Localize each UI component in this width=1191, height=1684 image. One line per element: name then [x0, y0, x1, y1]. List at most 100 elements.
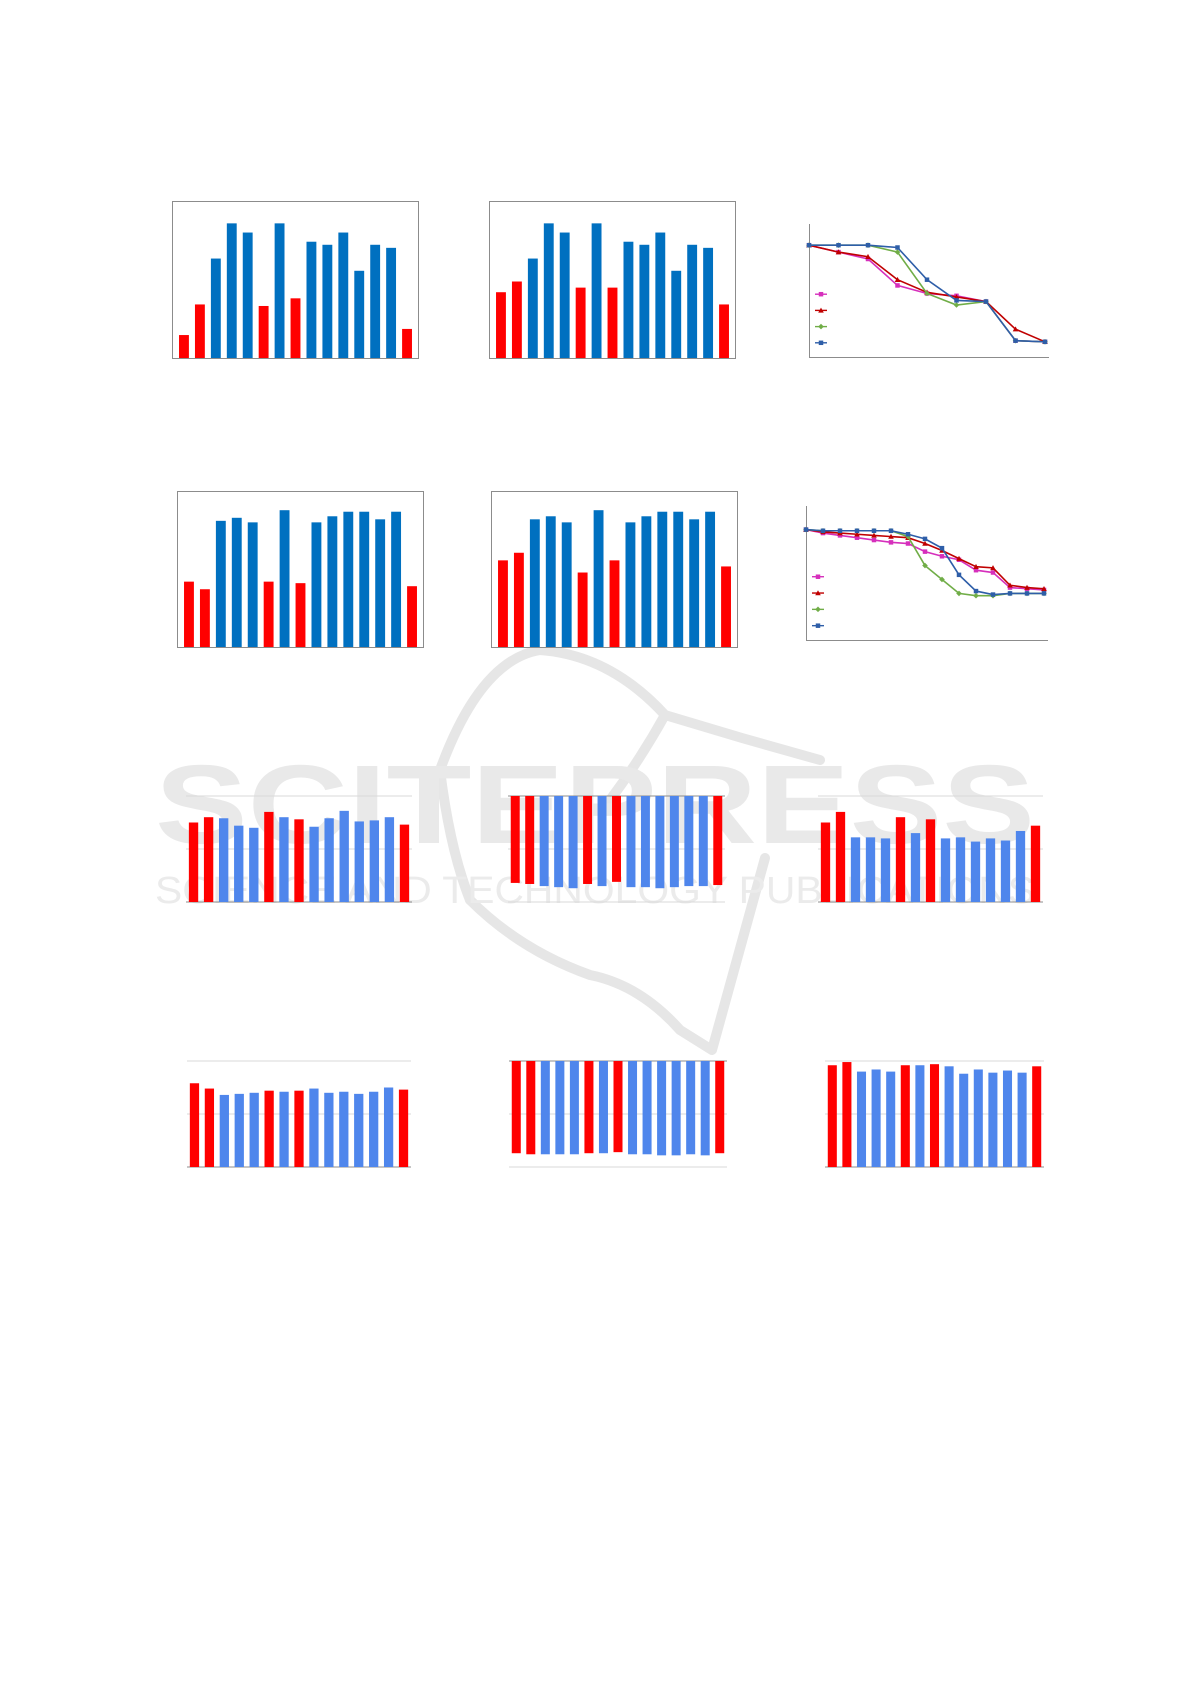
series — [803, 527, 1047, 597]
bar — [386, 247, 397, 358]
bar — [597, 796, 607, 887]
bar — [258, 305, 269, 358]
bar — [339, 810, 349, 902]
bar — [1015, 830, 1026, 902]
series — [806, 242, 1048, 345]
chart-bar-3 — [177, 491, 424, 648]
data-point — [1041, 585, 1047, 591]
bar — [886, 1071, 896, 1167]
data-point — [905, 541, 911, 546]
bar — [279, 817, 289, 902]
bar — [698, 796, 708, 887]
data-point — [1041, 591, 1047, 596]
chart-bar-6 — [508, 795, 725, 903]
bar — [215, 520, 226, 647]
bar — [639, 244, 650, 358]
data-point — [922, 562, 928, 569]
bar — [973, 1069, 983, 1167]
data-point — [835, 249, 842, 255]
bar — [827, 1065, 837, 1167]
bar — [234, 1093, 244, 1167]
bar — [322, 244, 333, 358]
data-point — [820, 528, 826, 533]
legend-marker — [818, 323, 824, 330]
bar — [210, 258, 221, 358]
legend-marker — [815, 574, 821, 579]
bar — [584, 1061, 594, 1154]
data-point — [939, 554, 945, 559]
data-point — [1007, 582, 1013, 588]
data-point — [836, 242, 841, 248]
bar — [915, 1065, 925, 1167]
bar — [264, 1090, 274, 1167]
bar — [625, 522, 636, 647]
bar — [309, 1088, 319, 1167]
data-point — [983, 299, 989, 304]
bar — [343, 511, 354, 647]
bar — [955, 837, 966, 902]
bar — [900, 1065, 910, 1167]
bar — [249, 827, 259, 902]
bar — [568, 796, 578, 889]
series — [806, 242, 1048, 345]
bar — [721, 566, 731, 647]
bar — [496, 292, 506, 358]
bar — [279, 1091, 289, 1167]
bar — [1002, 1070, 1013, 1167]
bar — [613, 1061, 623, 1153]
bar — [607, 287, 618, 358]
bar — [369, 820, 380, 902]
data-point — [956, 572, 962, 578]
bar — [910, 833, 921, 902]
bar — [189, 1083, 200, 1167]
data-point — [854, 531, 860, 537]
bar — [295, 583, 306, 647]
bar — [640, 796, 650, 888]
bar — [218, 818, 229, 902]
bar — [569, 1061, 579, 1155]
bar — [219, 1094, 229, 1167]
bar — [642, 1061, 652, 1155]
bar — [554, 796, 564, 888]
bar — [1000, 840, 1011, 902]
bar — [820, 822, 831, 902]
legend-marker — [818, 340, 824, 346]
data-point — [939, 545, 945, 551]
data-point — [854, 528, 860, 533]
bar — [657, 1061, 667, 1156]
bar — [671, 1061, 681, 1156]
bar — [703, 247, 714, 358]
data-point — [865, 256, 871, 262]
bar — [540, 1061, 550, 1155]
bar — [324, 1092, 334, 1167]
bar — [311, 522, 322, 647]
bar — [850, 837, 861, 902]
bar — [309, 826, 319, 902]
bar — [294, 1090, 304, 1167]
bar — [577, 572, 588, 647]
data-point — [888, 540, 894, 545]
data-point — [905, 532, 911, 537]
bar — [231, 517, 242, 647]
bar — [719, 304, 729, 358]
data-point — [895, 283, 900, 288]
bar — [673, 511, 684, 647]
bar — [655, 232, 666, 358]
bar — [988, 1072, 998, 1167]
bar — [925, 819, 936, 902]
bar — [529, 519, 540, 647]
data-point — [1042, 339, 1048, 345]
bar — [398, 1089, 409, 1167]
bar — [842, 1062, 852, 1167]
data-point — [973, 588, 979, 594]
data-point — [865, 253, 871, 259]
bar — [970, 841, 981, 902]
bar — [671, 270, 682, 358]
bar — [264, 811, 274, 902]
bar — [294, 819, 304, 902]
bar — [370, 244, 381, 358]
bar — [510, 796, 520, 883]
bar — [1017, 1072, 1027, 1167]
data-point — [871, 537, 877, 543]
legend-marker — [815, 606, 821, 613]
